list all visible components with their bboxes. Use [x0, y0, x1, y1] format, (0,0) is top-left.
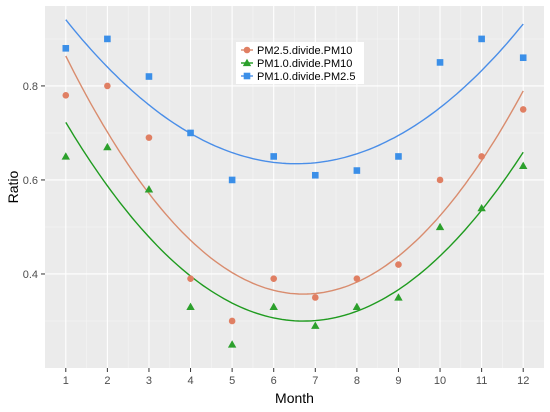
point-series-3: [395, 153, 402, 160]
point-series-2: [61, 152, 70, 160]
point-series-3: [187, 129, 194, 137]
legend-key-marker: [243, 72, 251, 80]
data-points: [61, 35, 528, 348]
x-axis: 1 2 3 4 5 6 7 8 9 10 11 12: [63, 368, 529, 387]
point-series-1: [311, 294, 319, 301]
legend-box: [236, 42, 364, 84]
point-series-2: [477, 203, 486, 212]
point-series-2: [519, 161, 528, 169]
point-series-3: [270, 153, 278, 160]
point-series-3: [145, 73, 153, 80]
point-series-1: [353, 275, 361, 282]
x-axis-title: Month: [275, 390, 314, 406]
point-series-1: [395, 261, 402, 268]
legend-key-marker: [242, 58, 252, 67]
point-series-2: [144, 185, 154, 193]
legend-label: PM1.0.divide.PM2.5: [257, 71, 355, 83]
x-tick-label: 9: [395, 375, 401, 387]
point-series-2: [227, 340, 237, 348]
x-tick-label: 5: [229, 375, 235, 387]
point-series-2: [103, 142, 112, 151]
point-series-1: [519, 106, 527, 113]
y-tick-label: 0.4: [23, 269, 38, 281]
point-series-2: [186, 302, 195, 311]
point-series-3: [353, 167, 361, 174]
x-tick-label: 3: [146, 375, 152, 387]
legend-label: PM1.0.divide.PM10: [257, 58, 352, 70]
point-series-2: [352, 302, 362, 311]
point-series-3: [62, 45, 70, 52]
x-tick-label: 1: [63, 375, 69, 387]
point-series-1: [62, 92, 70, 99]
x-tick-label: 6: [271, 375, 277, 387]
point-series-3: [519, 54, 527, 62]
y-axis: 0.4 0.6 0.8: [23, 81, 45, 281]
point-series-1: [228, 317, 236, 325]
point-series-3: [104, 35, 111, 43]
x-tick-label: 2: [104, 375, 110, 387]
fit-curve-3: [65, 19, 524, 165]
point-series-2: [435, 222, 445, 231]
fit-curve-2: [65, 122, 524, 322]
fit-curves: [65, 19, 524, 322]
legend: PM2.5.divide.PM10PM1.0.divide.PM10PM1.0.…: [236, 42, 364, 84]
point-series-2: [311, 321, 320, 329]
point-series-1: [436, 176, 444, 184]
x-tick-label: 12: [517, 375, 529, 387]
point-series-3: [311, 171, 319, 179]
point-series-3: [228, 176, 236, 184]
legend-key-marker: [243, 46, 251, 54]
point-series-1: [187, 275, 194, 282]
point-series-1: [478, 153, 485, 160]
x-tick-label: 4: [187, 375, 193, 387]
point-series-2: [269, 302, 278, 311]
point-series-3: [478, 35, 485, 43]
y-tick-label: 0.6: [23, 175, 38, 187]
fit-curve-1: [65, 55, 524, 295]
x-tick-label: 8: [354, 375, 360, 387]
x-tick-label: 10: [434, 375, 446, 387]
legend-label: PM2.5.divide.PM10: [257, 45, 352, 57]
y-tick-label: 0.8: [23, 81, 38, 93]
x-tick-label: 11: [476, 375, 487, 387]
point-series-1: [104, 82, 111, 90]
point-series-1: [145, 134, 153, 141]
x-tick-label: 7: [312, 375, 318, 387]
point-series-1: [270, 275, 278, 282]
point-series-2: [394, 293, 403, 301]
y-axis-title: Ratio: [5, 170, 21, 203]
point-series-3: [436, 59, 444, 66]
